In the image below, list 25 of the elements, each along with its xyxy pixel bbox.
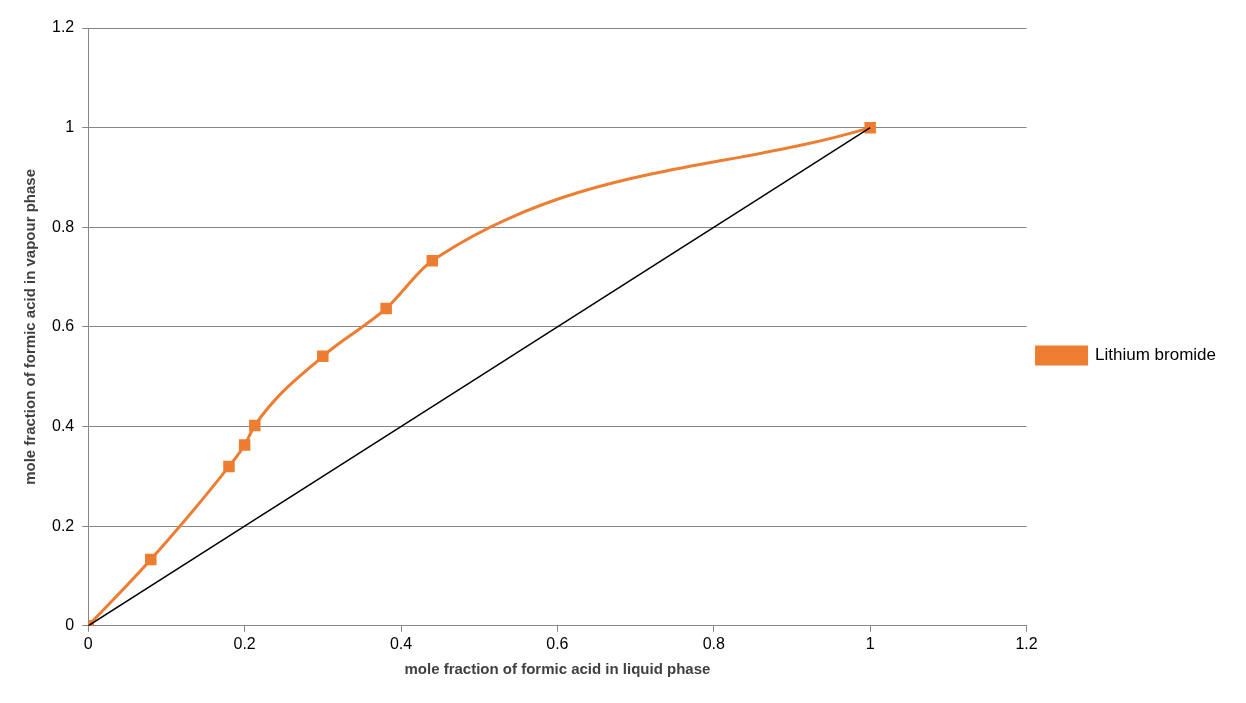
- y-tick-label: 1.2: [51, 18, 75, 36]
- point: [223, 460, 235, 473]
- point: [317, 350, 329, 363]
- point: [249, 419, 261, 432]
- point: [380, 302, 392, 315]
- x-tick-label: 0.8: [702, 634, 725, 652]
- y-tick-label: 0.8: [51, 217, 75, 235]
- x-tick-label: 0.6: [546, 634, 569, 652]
- x-axis-title: mole fraction of formic acid in liquid phase: [404, 660, 711, 678]
- x-tick-label: 0.4: [389, 634, 413, 652]
- y-tick-label: 0.4: [51, 416, 75, 434]
- legend-label: Lithium bromide: [1095, 345, 1217, 365]
- x-tick-label: 1.2: [1015, 634, 1038, 652]
- y-tick-label: 0: [65, 616, 75, 634]
- y-tick-label: 0.2: [51, 516, 75, 534]
- y-tick-label: 0.6: [51, 317, 75, 335]
- point: [238, 439, 251, 451]
- point: [145, 553, 157, 566]
- x-tick-label: 1: [865, 634, 875, 652]
- point: [426, 254, 439, 267]
- y-tick-label: 1: [65, 118, 75, 136]
- point: [864, 121, 876, 134]
- x-tick-label: 0.2: [233, 634, 256, 652]
- y-axis-title: mole fraction of formic acid in vapour phase: [21, 168, 39, 485]
- x-tick-label: 0: [83, 634, 93, 652]
